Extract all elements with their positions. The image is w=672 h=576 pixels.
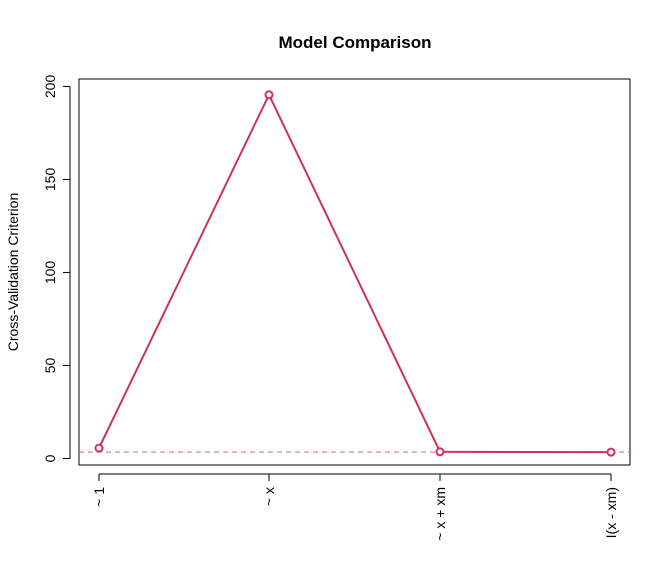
data-point	[94, 443, 104, 453]
y-axis: 0 50 100 150 200	[42, 75, 71, 462]
data-point	[435, 447, 445, 457]
plot-area-frame	[78, 78, 631, 466]
x-tick-label: I(x - xm)	[603, 487, 619, 538]
chart-title: Model Comparison	[278, 33, 431, 52]
y-tick-label: 150	[42, 168, 58, 192]
y-tick-label: 200	[42, 75, 58, 99]
x-axis: ~ 1 ~ x ~ x + xm I(x - xm)	[91, 473, 619, 541]
series-layer	[94, 90, 616, 457]
x-tick-label: ~ 1	[91, 487, 107, 507]
data-point	[606, 447, 616, 457]
y-tick-label: 0	[42, 454, 58, 462]
data-point	[264, 90, 274, 100]
x-tick-label: ~ x	[261, 487, 277, 506]
x-tick-label: ~ x + xm	[432, 487, 448, 541]
y-tick-label: 50	[42, 357, 58, 373]
series-line	[98, 93, 612, 454]
y-axis-label: Cross-Validation Criterion	[5, 193, 21, 351]
y-tick-label: 100	[42, 261, 58, 285]
